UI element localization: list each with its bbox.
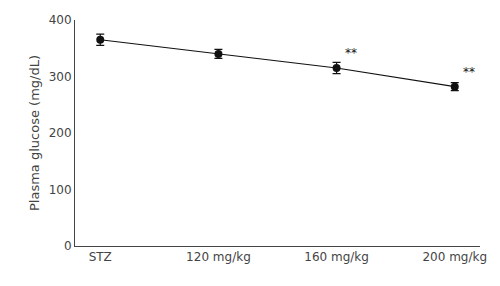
svg-text:**: **: [463, 65, 475, 79]
svg-text:400: 400: [49, 13, 72, 27]
svg-text:120 mg/kg: 120 mg/kg: [186, 250, 251, 264]
svg-text:**: **: [345, 46, 357, 60]
svg-text:Plasma glucose (mg/dL): Plasma glucose (mg/dL): [27, 55, 42, 211]
svg-text:160 mg/kg: 160 mg/kg: [304, 250, 369, 264]
svg-text:STZ: STZ: [89, 250, 112, 264]
svg-text:100: 100: [49, 183, 72, 197]
svg-text:300: 300: [49, 70, 72, 84]
svg-text:200: 200: [49, 126, 72, 140]
svg-text:0: 0: [64, 239, 72, 253]
svg-text:200 mg/kg: 200 mg/kg: [422, 250, 487, 264]
